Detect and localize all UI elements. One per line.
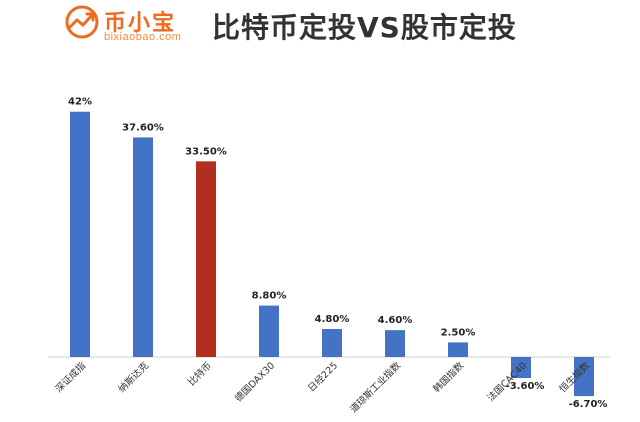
trend-chart-icon <box>65 5 99 39</box>
data-label-8: -6.70% <box>569 399 608 410</box>
bar-0 <box>70 111 90 357</box>
data-label-6: 2.50% <box>441 327 476 338</box>
bar-8 <box>574 357 594 397</box>
bar-5 <box>385 330 405 357</box>
bar-4 <box>322 328 342 357</box>
data-label-1: 37.60% <box>122 122 164 133</box>
bar-chart: 42% 深证成指 37.60% 纳斯达克 33.50% 比特币 8.80% 德国DAX30 4.… <box>48 97 610 415</box>
category-label-2: 比特币 <box>185 360 214 389</box>
bar-1 <box>133 137 153 357</box>
brand-url: bixiaobao.com <box>104 31 182 43</box>
bar-2 <box>196 161 216 357</box>
category-label-4: 日经225 <box>305 360 340 395</box>
category-label-0: 深证成指 <box>53 359 89 395</box>
category-label-5: 道琼斯工业指数 <box>348 359 404 415</box>
category-label-6: 韩国指数 <box>431 359 467 395</box>
bar-7 <box>511 357 531 379</box>
bar-6 <box>448 342 468 357</box>
data-label-4: 4.80% <box>315 314 350 325</box>
data-label-2: 33.50% <box>185 146 227 157</box>
page-title: 比特币定投VS股市定投 <box>212 11 517 44</box>
header: 币小宝 bixiaobao.com 比特币定投VS股市定投 <box>0 0 640 52</box>
data-label-5: 4.60% <box>378 315 413 326</box>
bar-3 <box>259 305 279 357</box>
category-label-3: 德国DAX30 <box>232 360 277 405</box>
data-label-0: 42% <box>68 97 92 108</box>
data-label-3: 8.80% <box>252 291 287 302</box>
data-label-7: -3.60% <box>506 381 545 392</box>
category-label-1: 纳斯达克 <box>116 359 152 395</box>
brand-name: 币小宝 <box>104 11 177 36</box>
